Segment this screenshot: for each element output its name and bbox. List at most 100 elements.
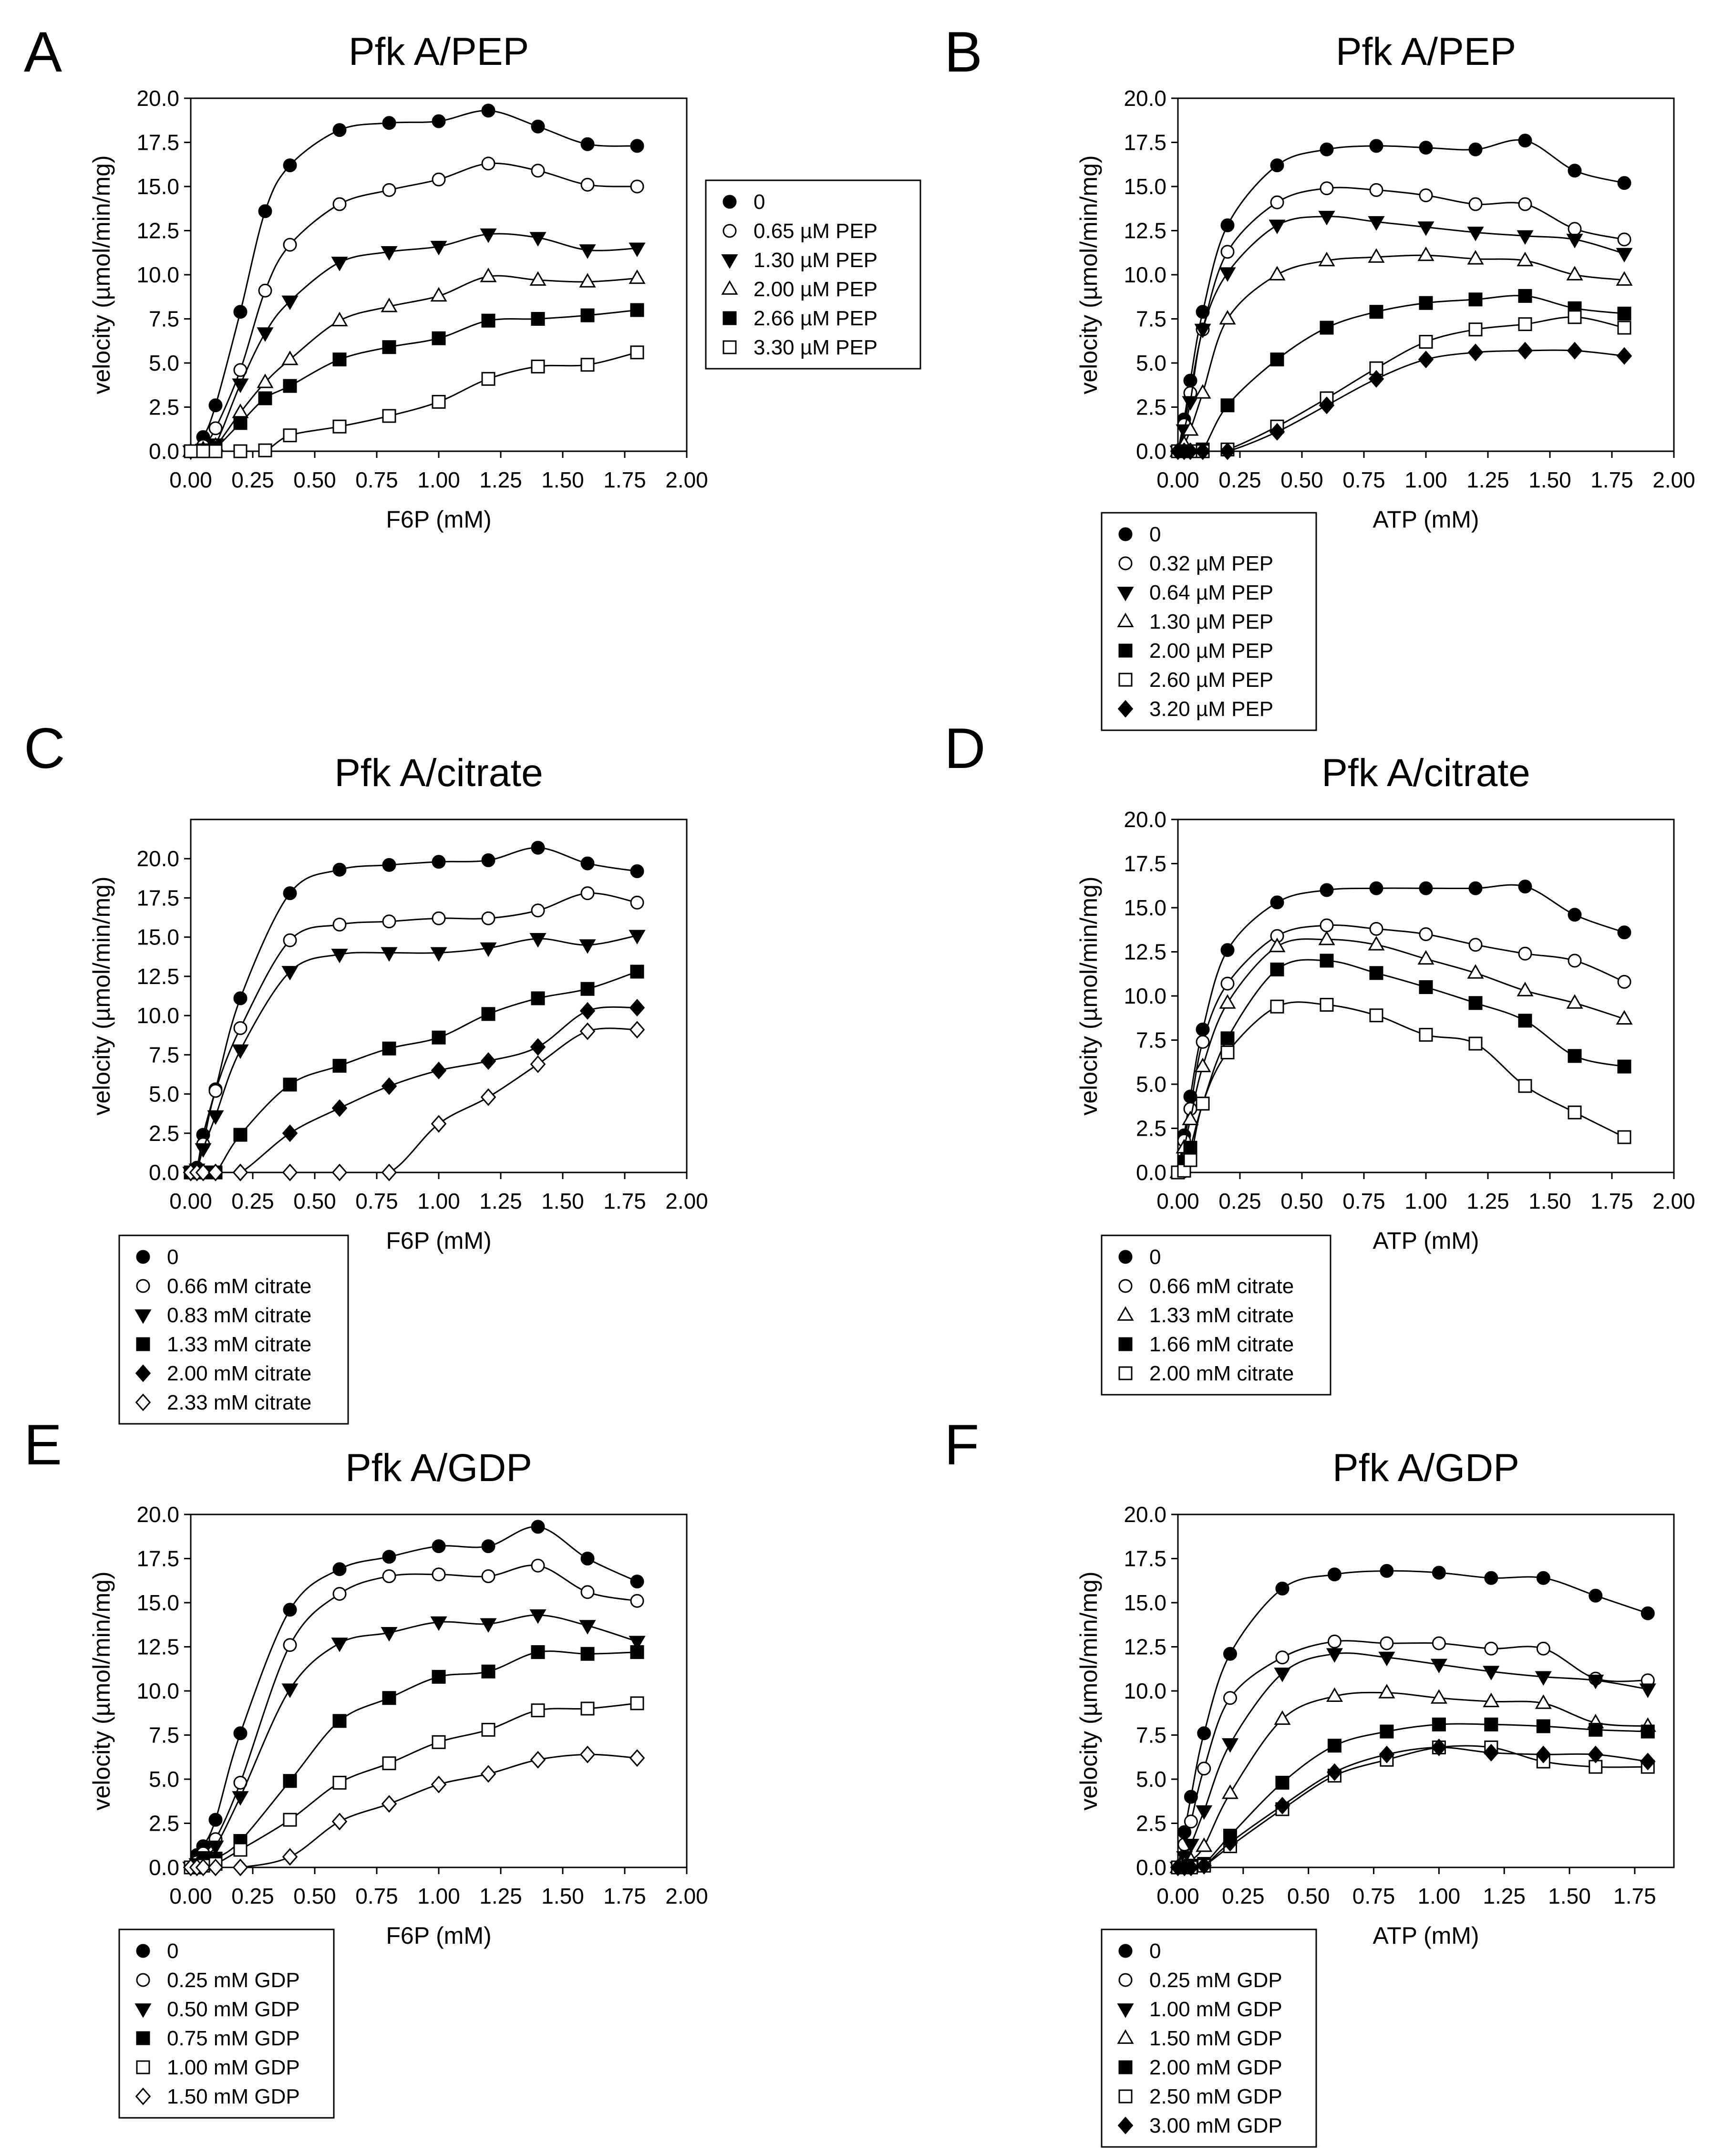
data-point — [1432, 1565, 1446, 1580]
data-point — [580, 886, 595, 901]
data-point — [232, 1044, 249, 1059]
legend-label: 1.50 mM GDP — [1149, 2027, 1282, 2050]
data-point — [1568, 908, 1582, 922]
series-7 — [1170, 342, 1632, 460]
y-axis: 0.0 2.5 5.0 7.5 10.0 12.5 15.0 17.5 20.0 — [136, 86, 191, 464]
legend-label: 0 — [167, 1245, 178, 1269]
data-point — [382, 409, 396, 423]
data-point — [1194, 384, 1211, 399]
data-point — [531, 1645, 545, 1659]
data-point — [1431, 1738, 1447, 1756]
data-point — [1223, 1691, 1237, 1705]
data-point — [332, 862, 347, 877]
legend-label: 0.75 mM GDP — [167, 2027, 300, 2050]
data-point — [1484, 1641, 1498, 1656]
series-fit-line — [1178, 1001, 1625, 1172]
x-axis: 0.00 0.25 0.50 0.75 1.00 1.25 1.50 1.75 2.00 — [1156, 451, 1695, 492]
data-point — [1567, 342, 1583, 360]
data-point — [1270, 352, 1284, 367]
legend-marker — [134, 2003, 152, 2018]
y-tick-label: 0.0 — [1136, 1855, 1166, 1880]
data-point — [580, 137, 595, 151]
data-point — [580, 308, 595, 322]
data-point — [1270, 895, 1284, 910]
series-fit-line — [191, 847, 638, 1172]
data-point — [580, 982, 595, 996]
data-point — [1274, 1796, 1290, 1815]
data-point — [579, 1745, 596, 1763]
legend-label: 0 — [1149, 1939, 1161, 1963]
data-point — [331, 311, 348, 327]
data-point — [480, 1052, 496, 1070]
series-2 — [184, 156, 644, 458]
data-point — [283, 886, 297, 901]
data-point — [1468, 938, 1483, 952]
data-point — [1483, 1692, 1500, 1708]
data-point — [1568, 164, 1582, 178]
y-tick-label: 20.0 — [136, 1502, 179, 1527]
data-point — [208, 1813, 223, 1827]
x-tick-label: 1.00 — [1404, 467, 1447, 492]
data-point — [382, 1756, 396, 1771]
y-tick-label: 0.0 — [149, 439, 179, 464]
data-point — [1468, 292, 1483, 307]
data-point — [382, 116, 396, 130]
panel-label: F — [944, 1413, 979, 1477]
legend-marker — [1118, 1944, 1133, 1958]
data-point — [1320, 181, 1334, 196]
data-point — [530, 1055, 546, 1073]
legend-label: 0.25 mM GDP — [1149, 1969, 1282, 1992]
y-tick-label: 7.5 — [1136, 1723, 1166, 1748]
panel-b: B Pfk A/PEP 0.0 2.5 5.0 7.5 10.0 12.5 15.0 17.5 20… — [944, 20, 1695, 731]
legend-label: 1.33 mM citrate — [1149, 1304, 1294, 1327]
data-point — [1183, 1153, 1197, 1167]
y-tick-label: 20.0 — [1124, 1502, 1166, 1527]
legend-label: 1.00 mM GDP — [167, 2056, 300, 2079]
x-tick-label: 1.00 — [417, 1884, 460, 1908]
data-point — [1182, 1839, 1199, 1854]
data-point — [196, 444, 210, 458]
series-fit-line — [1178, 349, 1625, 451]
data-point — [1196, 1035, 1210, 1049]
data-point — [1639, 1683, 1656, 1698]
series-6 — [1171, 310, 1631, 458]
x-tick-label: 0.25 — [231, 1189, 274, 1213]
series-fit-line — [191, 1564, 638, 1867]
x-tick-label: 1.50 — [541, 1189, 584, 1213]
series-3 — [1169, 211, 1633, 460]
data-point — [331, 1813, 348, 1831]
data-point — [1568, 222, 1582, 236]
data-point — [1568, 310, 1582, 324]
data-point — [1518, 289, 1532, 303]
data-point — [281, 966, 299, 981]
data-point — [1518, 197, 1532, 211]
panel-e: E Pfk A/GDP 0.0 2.5 5.0 7.5 10.0 12.5 15.0 17.5 20… — [24, 1413, 708, 2119]
data-point — [481, 1569, 495, 1583]
data-point — [1275, 1581, 1290, 1596]
data-point — [1196, 1856, 1212, 1875]
data-point — [579, 273, 596, 288]
y-tick-label: 10.0 — [1124, 984, 1166, 1008]
series-fit-line — [191, 1006, 638, 1172]
data-point — [282, 1848, 298, 1866]
data-point — [1468, 881, 1483, 895]
data-point — [282, 1124, 298, 1142]
x-tick-label: 1.50 — [1528, 1189, 1571, 1213]
y-tick-label: 15.0 — [1124, 895, 1166, 920]
data-point — [1318, 211, 1335, 226]
legend-label: 2.00 µM PEP — [1149, 639, 1273, 663]
data-point — [1468, 1037, 1483, 1051]
data-point — [1467, 250, 1484, 265]
data-point — [233, 991, 248, 1005]
data-point — [1194, 1057, 1211, 1072]
data-point — [1517, 230, 1534, 245]
legend-label: 1.33 mM citrate — [167, 1333, 311, 1356]
data-point — [282, 1163, 298, 1182]
data-point — [207, 1858, 224, 1876]
data-point — [430, 947, 447, 962]
data-point — [381, 1627, 398, 1642]
series-fit-line — [1178, 1570, 1648, 1867]
legend-marker — [1118, 673, 1133, 687]
legend-label: 2.00 µM PEP — [753, 278, 877, 301]
